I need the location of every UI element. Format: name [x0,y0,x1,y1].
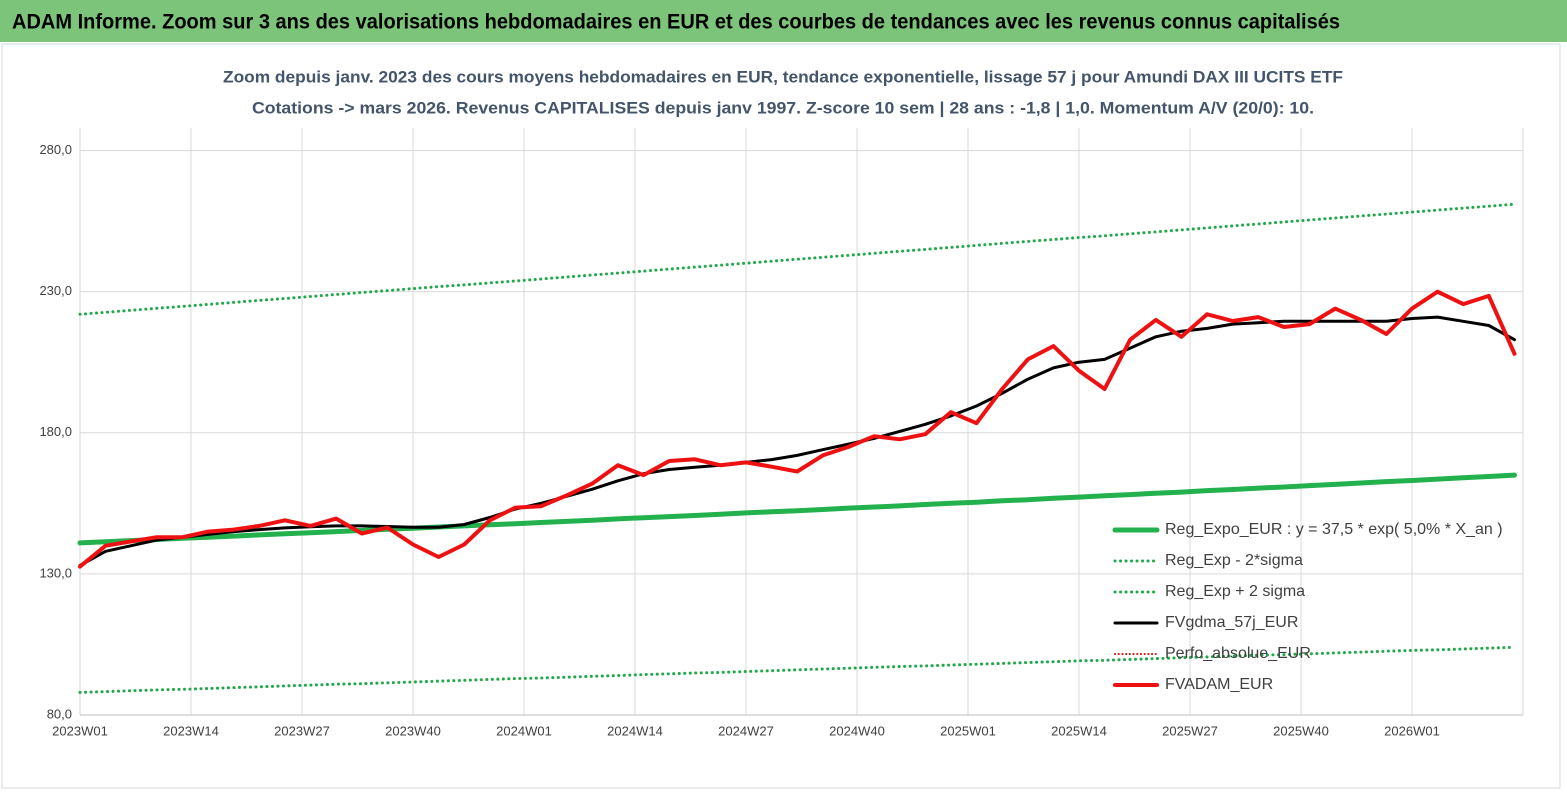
x-tick-label: 2024W14 [607,723,663,738]
x-tick-label: 2025W14 [1051,723,1107,738]
chart-subtitle: Cotations -> mars 2026. Revenus CAPITALI… [252,98,1314,117]
legend-label: Reg_Expo_EUR : y = 37,5 * exp( 5,0% * X_… [1165,521,1503,538]
legend-label: Reg_Exp - 2*sigma [1165,552,1303,569]
x-tick-label: 2025W01 [940,723,996,738]
x-tick-label: 2023W14 [163,723,219,738]
y-tick-label: 180,0 [39,424,72,439]
header-bar [0,0,1567,42]
x-tick-label: 2024W01 [496,723,552,738]
y-tick-label: 80,0 [47,706,72,721]
header-title: ADAM Informe. Zoom sur 3 ans des valoris… [12,11,1340,34]
y-tick-label: 130,0 [39,565,72,580]
y-tick-label: 230,0 [39,283,72,298]
chart-frame [1,43,1561,789]
x-tick-label: 2023W40 [385,723,441,738]
series-line [77,472,1517,546]
legend-label: Reg_Exp + 2 sigma [1165,583,1305,600]
x-tick-label: 2025W27 [1162,723,1218,738]
plot-area: 80,0 130,0 180,0 230,0 280,0 2023W01 2023W14 20… [39,128,1524,738]
x-tick-label: 2024W27 [718,723,774,738]
series-line [78,289,1517,569]
x-tick-label: 2024W40 [829,723,885,738]
legend-label: Perfo_absolue_EUR [1165,645,1311,662]
x-tick-label: 2025W40 [1273,723,1329,738]
legend-label: FVADAM_EUR [1165,676,1273,693]
x-tick-label: 2026W01 [1384,723,1440,738]
series-line [78,202,1516,316]
chart-title: Zoom depuis janv. 2023 des cours moyens … [223,67,1343,86]
legend-label: FVgdma_57j_EUR [1165,614,1298,631]
x-tick-label: 2023W01 [52,723,108,738]
x-tick-label: 2023W27 [274,723,330,738]
y-tick-label: 280,0 [39,142,72,157]
